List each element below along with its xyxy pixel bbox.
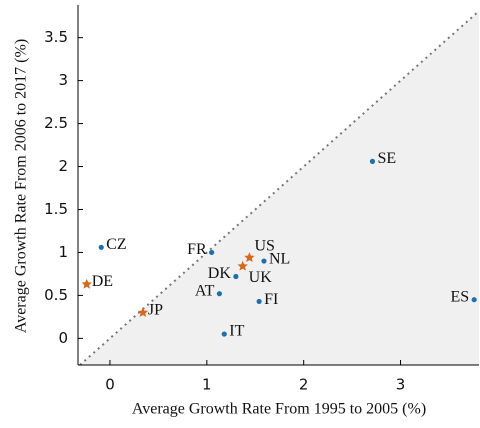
y-tick-label: 1.5 [44,200,68,218]
x-tick-label: 0 [105,376,115,394]
point-star [244,252,255,263]
diagonal-line [79,10,480,366]
point-label: UK [249,269,273,286]
point [261,258,267,264]
point [221,331,227,337]
x-tick-label: 1 [202,376,212,394]
point-label: DK [208,265,232,282]
point-star [137,307,149,318]
y-tick-label: 2 [58,157,68,175]
point [233,273,239,280]
y-tick-label: 0 [58,329,68,347]
point [209,249,215,256]
y-tick-label: 3 [58,71,68,89]
point [216,291,223,297]
x-tick-label: 3 [396,376,406,394]
y-axis-title: Average Growth Rate From 2006 to 2017 (%… [13,39,30,333]
point-label: DE [92,273,113,290]
point [98,244,104,250]
point-label: FR [187,241,207,258]
point-label: AT [195,282,215,299]
point-label: ES [450,288,469,305]
point-star [81,278,92,289]
x-axis-title: Average Growth Rate From 1995 to 2005 (%… [132,401,426,418]
point-label: SE [377,150,396,167]
point-label: FI [264,291,278,308]
y-tick-label: 0.5 [44,286,68,304]
point [369,158,376,164]
below-diagonal-area [79,11,479,366]
point [256,298,262,305]
x-tick-label: 2 [299,376,309,394]
y-tick-label: 1 [58,243,68,261]
point-star [237,260,248,271]
point-label: NL [269,251,290,268]
y-tick-label: 2.5 [44,114,68,132]
point-label: US [254,237,274,254]
point-label: JP [148,301,163,318]
y-tick-label: 3.5 [44,28,68,46]
point-label: CZ [106,236,126,253]
point-label: IT [229,323,244,340]
point [471,297,477,303]
